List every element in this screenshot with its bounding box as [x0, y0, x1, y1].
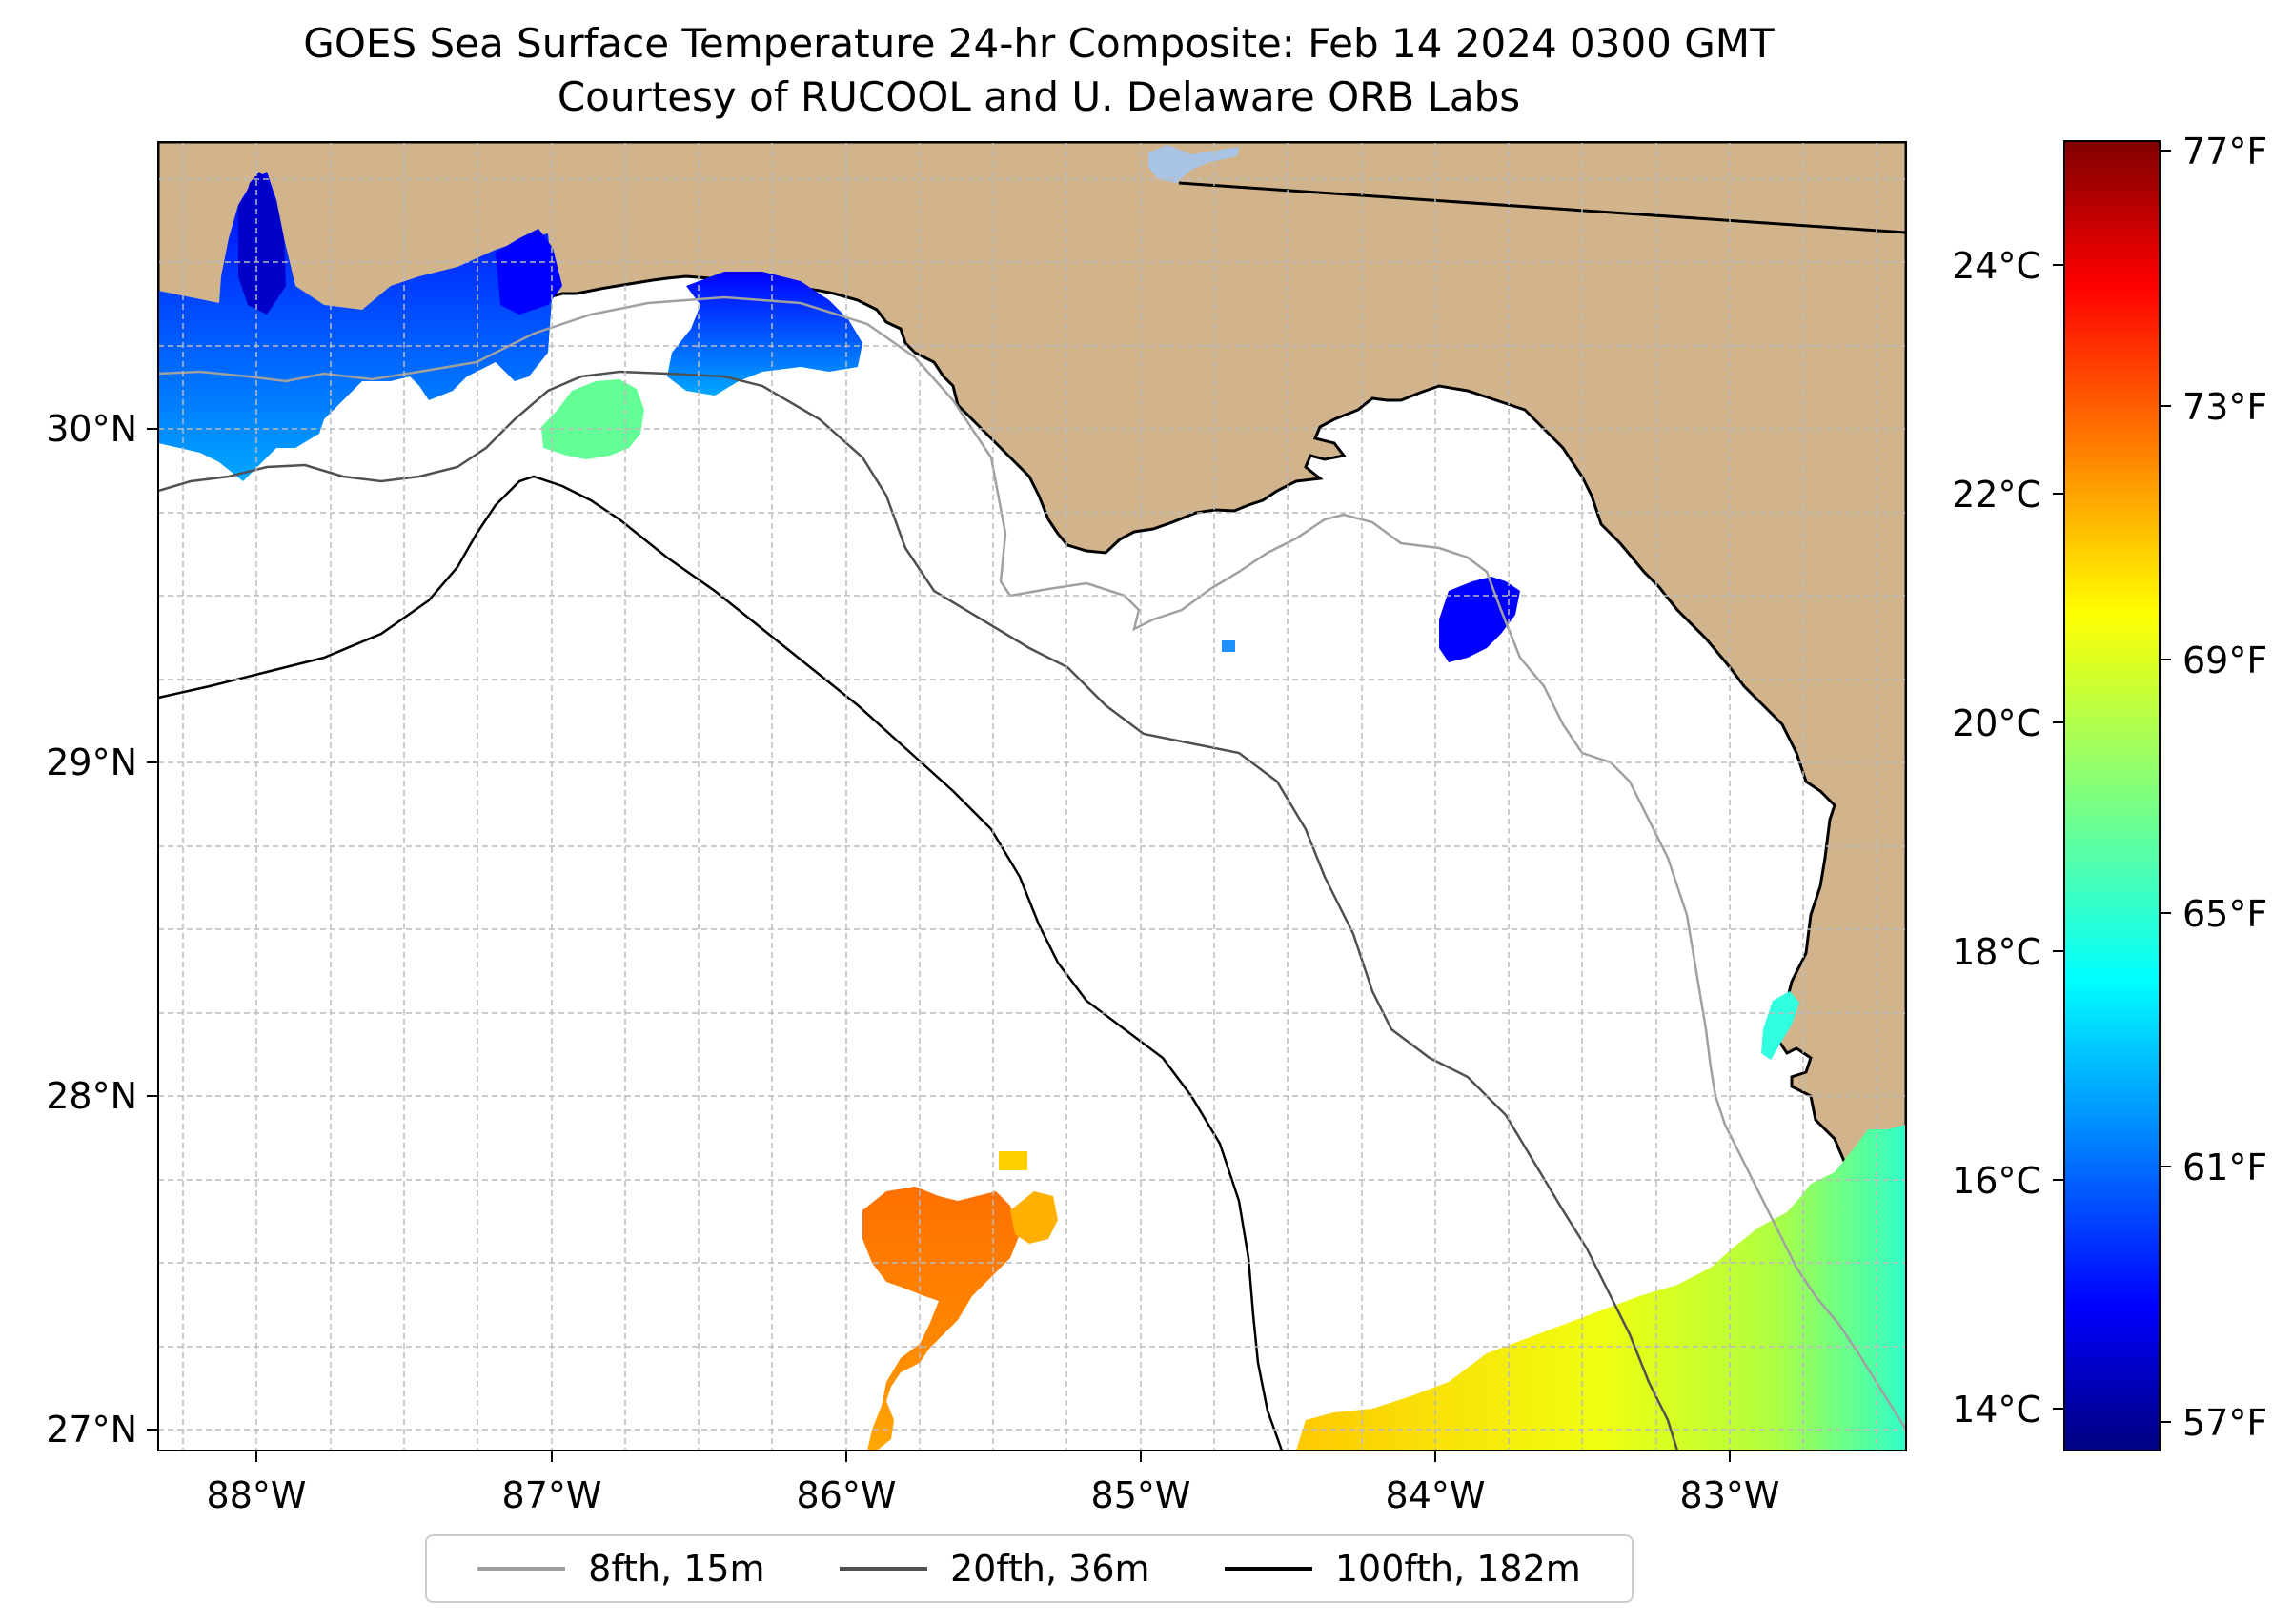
colorbar-ticks — [2053, 150, 2171, 1423]
sst-orange-patch — [862, 1187, 1020, 1451]
chart-subtitle: Courtesy of RUCOOL and U. Delaware ORB L… — [557, 73, 1521, 120]
lon-label: 84°W — [1386, 1474, 1486, 1516]
sst-southeast-warm — [1296, 1125, 1906, 1451]
fahrenheit-label: 69°F — [2182, 639, 2267, 681]
celsius-label: 20°C — [1952, 702, 2041, 744]
chart-title: GOES Sea Surface Temperature 24-hr Compo… — [303, 20, 1775, 67]
celsius-label: 14°C — [1952, 1389, 2041, 1431]
lon-label: 83°W — [1680, 1474, 1780, 1516]
legend-item-8fth: 8fth, 15m — [477, 1548, 765, 1590]
legend-item-20fth: 20fth, 36m — [839, 1548, 1150, 1590]
fahrenheit-label: 65°F — [2182, 893, 2267, 935]
lat-label: 29°N — [46, 741, 137, 783]
legend-label: 20fth, 36m — [949, 1548, 1150, 1590]
sst-apalachee-cold — [1439, 577, 1520, 662]
axis-ticks — [147, 428, 1731, 1462]
fahrenheit-label: 77°F — [2182, 131, 2267, 173]
lat-label: 30°N — [46, 408, 137, 450]
lake — [1148, 145, 1239, 183]
fahrenheit-label: 73°F — [2182, 386, 2267, 428]
lon-label: 87°W — [502, 1474, 602, 1516]
sst-bay-blue — [496, 229, 562, 315]
sst-cyan-patch — [1761, 991, 1799, 1060]
legend: 8fth, 15m 20fth, 36m 100fth, 182m — [425, 1534, 1634, 1603]
legend-line-100fth — [1224, 1567, 1312, 1571]
legend-line-20fth — [839, 1567, 927, 1571]
map-area — [158, 142, 1906, 1451]
isobath-20fth — [158, 370, 1679, 1451]
fahrenheit-label: 61°F — [2182, 1147, 2267, 1188]
legend-label: 8fth, 15m — [588, 1548, 765, 1590]
legend-item-100fth: 100fth, 182m — [1224, 1548, 1581, 1590]
map-frame — [157, 141, 1907, 1451]
legend-label: 100fth, 182m — [1334, 1548, 1581, 1590]
fahrenheit-label: 57°F — [2182, 1402, 2267, 1444]
celsius-label: 16°C — [1952, 1160, 2041, 1202]
state-border — [1178, 181, 1906, 234]
isobath-100fth — [158, 475, 1284, 1451]
colorbar — [2063, 140, 2161, 1451]
lon-label: 88°W — [207, 1474, 307, 1516]
legend-line-8fth — [477, 1567, 566, 1571]
celsius-label: 22°C — [1952, 474, 2041, 516]
sst-yellow-dot — [999, 1151, 1027, 1170]
celsius-label: 24°C — [1952, 245, 2041, 287]
lon-label: 85°W — [1091, 1474, 1191, 1516]
lat-label: 28°N — [46, 1075, 137, 1117]
lat-label: 27°N — [46, 1409, 137, 1451]
sst-central-cold — [667, 272, 862, 396]
celsius-label: 18°C — [1952, 931, 2041, 973]
lon-label: 86°W — [797, 1474, 897, 1516]
sst-mobile-bay — [238, 172, 286, 315]
sst-green-patch — [541, 379, 644, 459]
land-north — [158, 142, 1906, 1241]
gridlines — [158, 142, 1906, 1451]
sst-orange-small — [1010, 1191, 1058, 1244]
sst-dot — [1222, 640, 1235, 652]
isobath-8fth — [158, 295, 1906, 1431]
